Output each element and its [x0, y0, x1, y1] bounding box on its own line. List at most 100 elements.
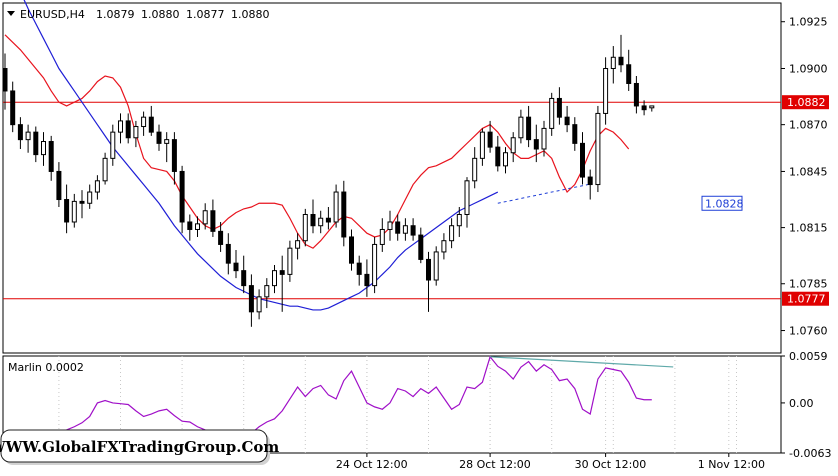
candle-body-bull: [141, 116, 147, 128]
candle-body-bull: [449, 225, 455, 242]
marlin-line: [4, 355, 652, 445]
candle-body-bear: [633, 82, 639, 107]
watermark: WWW.GlobalFXTradingGroup.Com: [0, 429, 279, 465]
price-tick-label: 1.0760: [789, 325, 828, 338]
price-tick-label: 1.0785: [789, 278, 828, 291]
candle-body-bear: [410, 225, 416, 236]
level-price-box: [782, 291, 829, 306]
candle-body-bull: [610, 56, 616, 70]
price-tick-label: 1.0870: [789, 119, 828, 132]
candle-body-bear: [572, 124, 578, 144]
candle-body-bear: [64, 199, 70, 223]
ohlc-low: 1.0877: [186, 8, 225, 21]
candle-body-bear: [148, 116, 154, 133]
level-price-label: 1.0777: [787, 293, 826, 306]
candle-body-bear: [310, 213, 316, 227]
candle-body-bear: [241, 270, 247, 287]
candle-body-bear: [56, 170, 62, 201]
candle-body-bull: [87, 191, 93, 204]
candle-body-bull: [518, 116, 524, 139]
candle-body-bull: [649, 105, 655, 109]
price-tick-label: 1.0925: [789, 16, 828, 29]
candle-body-bear: [225, 243, 231, 264]
candle-body-bear: [356, 262, 362, 275]
candle-body-bear: [395, 221, 401, 234]
candle-body-bull: [110, 131, 116, 159]
candle-body-bull: [302, 213, 308, 242]
candle-body-bear: [17, 124, 23, 141]
price-axis: 1.0925 1.0900 1.0870 1.0845 1.0815 1.0785 1.07…: [781, 16, 828, 338]
indicator-tick-label: -0.0063: [789, 447, 831, 460]
time-tick-label: 28 Oct 12:00: [459, 458, 531, 471]
candle-body-bear: [2, 68, 8, 92]
candle-body-bear: [125, 120, 131, 139]
projection-label: 1.0828: [705, 197, 744, 210]
time-tick-label: 24 Oct 12:00: [336, 458, 408, 471]
ohlc-high: 1.0880: [141, 8, 180, 21]
indicator-tick-label: 0.0059: [789, 350, 828, 363]
candle-body-bull: [441, 240, 447, 253]
candle-body-bull: [503, 152, 508, 167]
divergence-line: [490, 356, 674, 368]
candle-body-bear: [641, 105, 647, 111]
ohlc-open: 1.0879: [96, 8, 135, 21]
candle-body-bull: [479, 131, 485, 159]
level-price-box: [782, 95, 829, 110]
candle-body-bear: [526, 116, 532, 141]
candle-body-bull: [118, 120, 123, 133]
candle-body-bull: [287, 247, 293, 275]
candle-body-bull: [195, 223, 200, 230]
candle-body-bear: [79, 200, 85, 204]
candle-body-bull: [256, 296, 262, 313]
candle-body-bear: [418, 234, 424, 260]
candle-body-bear: [248, 285, 254, 313]
candle-body-bull: [295, 240, 301, 249]
candle-body-bear: [156, 131, 162, 144]
candle-body-bull: [595, 112, 601, 186]
candle-body-bear: [233, 262, 239, 272]
candle-body-bull: [264, 285, 270, 298]
price-tick-label: 1.0900: [789, 63, 828, 76]
candle-body-bull: [541, 127, 547, 150]
candle-body-bear: [426, 258, 431, 281]
candle-body-bull: [472, 157, 478, 182]
candle-body-bear: [495, 146, 501, 167]
watermark-text: WWW.GlobalFXTradingGroup.Com: [0, 438, 279, 456]
candle-body-bear: [218, 230, 224, 245]
projection-label-box: [701, 195, 743, 211]
candle-body-bull: [272, 270, 277, 287]
candle-body-bear: [179, 170, 185, 223]
candle-body-bear: [564, 116, 570, 126]
price-tick-label: 1.0815: [789, 222, 828, 235]
horizontal-levels: 1.0882 1.0777: [3, 95, 829, 306]
candle-body-bull: [603, 68, 609, 114]
candle-body-bull: [433, 251, 439, 281]
price-panel: [2, 2, 782, 354]
candle-body-bear: [364, 273, 370, 287]
candle-body-bull: [133, 126, 139, 139]
candle-body-bear: [210, 210, 216, 232]
candle-body-bull: [333, 191, 339, 223]
time-axis: 24 Oct 12:00 28 Oct 12:00 30 Oct 12:00 1 No…: [336, 453, 765, 471]
candle-body-bear: [487, 131, 493, 148]
candles: [2, 34, 655, 327]
collapse-triangle-icon[interactable]: [7, 11, 15, 16]
candle-body-bull: [387, 221, 393, 230]
indicator-tick-label: 0.00: [789, 397, 814, 410]
candle-body-bear: [279, 270, 285, 275]
time-tick-label: 30 Oct 12:00: [575, 458, 647, 471]
candle-body-bear: [10, 90, 16, 126]
candle-body-bull: [102, 157, 108, 182]
ohlc-close: 1.0880: [231, 8, 270, 21]
candle-body-bull: [379, 228, 385, 245]
candle-body-bear: [533, 139, 539, 150]
candle-body-bull: [202, 210, 208, 225]
candle-body-bull: [402, 225, 408, 234]
candle-body-bear: [626, 64, 632, 84]
watermark-box: [0, 429, 268, 463]
symbol-label: EURUSD,H4: [20, 8, 85, 21]
candle-body-bull: [464, 180, 470, 215]
candle-body-bull: [25, 131, 31, 141]
candle-body-bull: [164, 139, 170, 144]
